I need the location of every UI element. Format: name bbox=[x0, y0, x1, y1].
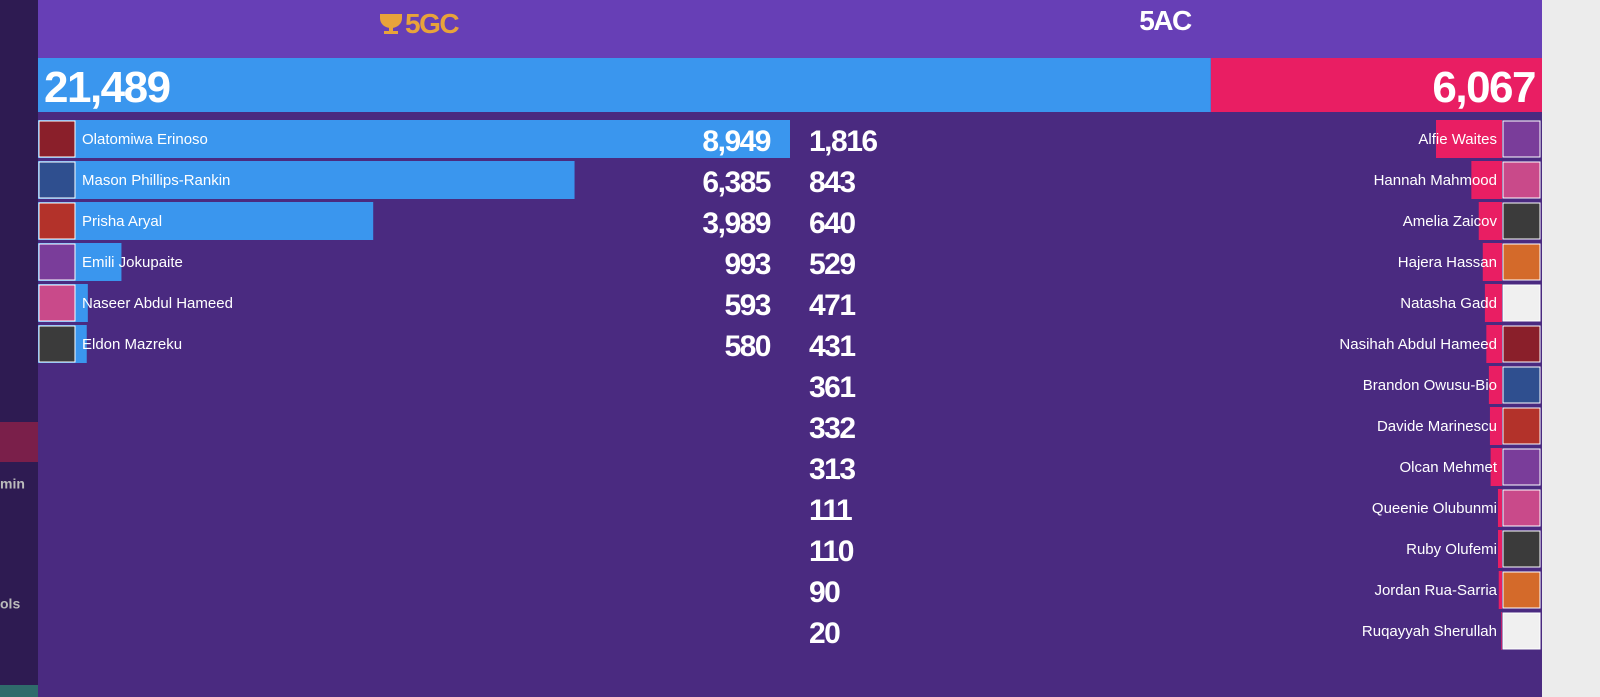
trophy-icon bbox=[380, 14, 402, 34]
score-bar bbox=[38, 120, 790, 158]
score-bar bbox=[1471, 161, 1502, 199]
avatar bbox=[1502, 202, 1541, 240]
player-score: 593 bbox=[724, 289, 770, 322]
score-bar bbox=[1484, 284, 1502, 322]
player-name: Queenie Olubunmi bbox=[1372, 500, 1497, 517]
avatar bbox=[1502, 448, 1541, 486]
score-bar bbox=[1498, 530, 1502, 568]
player-score: 8,949 bbox=[702, 125, 770, 158]
player-score: 993 bbox=[724, 248, 770, 281]
avatar bbox=[1502, 612, 1541, 650]
sidebar-label: min bbox=[0, 476, 25, 492]
away-total-bar bbox=[1210, 58, 1542, 112]
player-score: 90 bbox=[809, 576, 840, 609]
avatar bbox=[38, 284, 76, 322]
player-score: 580 bbox=[724, 330, 770, 363]
home-team: 5GC bbox=[405, 8, 459, 39]
player-name: Olcan Mehmet bbox=[1399, 459, 1497, 476]
player-name: Hajera Hassan bbox=[1398, 254, 1497, 271]
player-score: 3,989 bbox=[702, 207, 770, 240]
avatar bbox=[1502, 120, 1541, 158]
player-name: Jordan Rua-Sarria bbox=[1374, 582, 1497, 599]
player-score: 471 bbox=[809, 289, 855, 322]
player-name: Ruqayyah Sherullah bbox=[1362, 623, 1497, 640]
avatar bbox=[38, 243, 76, 281]
player-score: 529 bbox=[809, 248, 855, 281]
player-score: 110 bbox=[809, 535, 854, 568]
player-name: Emili Jokupaite bbox=[82, 254, 183, 271]
avatar bbox=[1502, 407, 1541, 445]
avatar bbox=[38, 161, 76, 199]
score-bar bbox=[38, 161, 575, 199]
player-name: Nasihah Abdul Hameed bbox=[1339, 336, 1497, 353]
player-score: 313 bbox=[809, 453, 855, 486]
sidebar-highlight bbox=[0, 422, 38, 462]
score-bar bbox=[1501, 612, 1502, 650]
header bbox=[38, 0, 1542, 58]
avatar bbox=[1502, 243, 1541, 281]
sidebar-label: ols bbox=[0, 596, 20, 612]
avatar bbox=[1502, 325, 1541, 363]
avatar bbox=[38, 325, 76, 363]
home-total-bar bbox=[38, 58, 1211, 112]
player-score: 361 bbox=[809, 371, 855, 404]
player-name: Eldon Mazreku bbox=[82, 336, 182, 353]
player-name: Olatomiwa Erinoso bbox=[82, 131, 208, 148]
main-panel bbox=[38, 0, 1542, 697]
player-name: Naseer Abdul Hameed bbox=[82, 295, 233, 312]
score-bar bbox=[1490, 448, 1502, 486]
score-bar bbox=[1486, 325, 1502, 363]
player-score: 640 bbox=[809, 207, 855, 240]
player-score: 431 bbox=[809, 330, 855, 363]
player-name: Brandon Owusu-Bio bbox=[1363, 377, 1497, 394]
avatar bbox=[1502, 161, 1541, 199]
player-score: 6,385 bbox=[702, 166, 770, 199]
score-bar bbox=[1489, 407, 1502, 445]
player-name: Natasha Gadd bbox=[1400, 295, 1497, 312]
sidebar bbox=[0, 0, 38, 697]
away-total: 6,067 bbox=[1432, 63, 1535, 112]
away-team: 5AC bbox=[1139, 5, 1192, 36]
player-name: Hannah Mahmood bbox=[1374, 172, 1497, 189]
score-bar bbox=[1482, 243, 1502, 281]
player-name: Amelia Zaicov bbox=[1403, 213, 1498, 230]
avatar bbox=[38, 202, 76, 240]
home-total: 21,489 bbox=[44, 63, 170, 112]
player-name: Alfie Waites bbox=[1418, 131, 1497, 148]
player-score: 332 bbox=[809, 412, 855, 445]
avatar bbox=[1502, 366, 1541, 404]
player-score: 843 bbox=[809, 166, 855, 199]
player-score: 111 bbox=[809, 494, 852, 527]
score-bar bbox=[1488, 366, 1502, 404]
score-bar bbox=[38, 202, 374, 240]
player-name: Ruby Olufemi bbox=[1406, 541, 1497, 558]
player-name: Mason Phillips-Rankin bbox=[82, 172, 230, 189]
player-score: 20 bbox=[809, 617, 840, 650]
right-edge bbox=[1542, 0, 1600, 697]
score-bar bbox=[1498, 571, 1502, 609]
player-score: 1,816 bbox=[809, 125, 877, 158]
avatar bbox=[38, 120, 76, 158]
avatar bbox=[1502, 530, 1541, 568]
avatar bbox=[1502, 489, 1541, 527]
score-bar bbox=[1497, 489, 1502, 527]
player-name: Prisha Aryal bbox=[82, 213, 162, 230]
sidebar-footer bbox=[0, 685, 38, 697]
score-bar bbox=[1478, 202, 1502, 240]
score-bar bbox=[1436, 120, 1502, 158]
player-name: Davide Marinescu bbox=[1377, 418, 1497, 435]
avatar bbox=[1502, 571, 1541, 609]
avatar bbox=[1502, 284, 1541, 322]
